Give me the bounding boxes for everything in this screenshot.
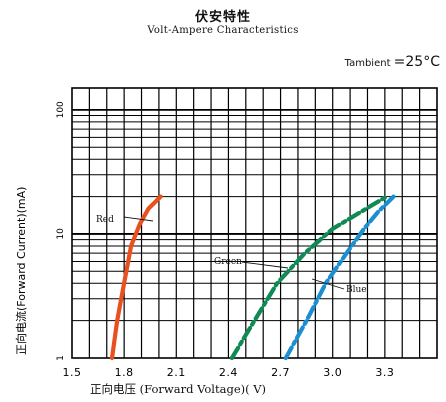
x-tick-label: 2.4 — [219, 366, 238, 379]
leader-green — [241, 261, 289, 269]
chart-annotations: Red Green Blue — [96, 215, 367, 295]
chart-curves — [109, 194, 396, 361]
ambient-temperature: Tambient =25°C — [345, 54, 440, 70]
chart-title: 伏安特性 — [194, 10, 251, 25]
x-tick-label: 1.8 — [115, 366, 134, 379]
x-axis-label-en: (Forward Voltage)( V) — [136, 382, 267, 396]
y-axis-label: 正向电流(Forward Current)(mA) — [14, 187, 28, 355]
x-tick-label: 3.0 — [323, 366, 342, 379]
y-tick-label: 100 — [56, 101, 66, 118]
curve-blue — [283, 194, 396, 361]
label-blue: Blue — [346, 285, 367, 295]
leader-red — [123, 216, 154, 222]
curve-green — [229, 194, 389, 361]
leader-blue — [311, 278, 345, 290]
x-axis-label-cn: 正向电压 — [90, 382, 136, 396]
chart-grid — [71, 87, 438, 359]
x-tick-label: 1.5 — [63, 366, 82, 379]
x-axis-label: 正向电压 (Forward Voltage)( V) — [90, 381, 266, 397]
curve-red — [109, 194, 163, 361]
ambient-value: =25°C — [393, 54, 440, 70]
x-tick-label: 2.7 — [271, 366, 290, 379]
plot-frame — [71, 87, 438, 359]
y-tick-label: 10 — [56, 228, 66, 240]
chart-subtitle: Volt-Ampere Characteristics — [147, 25, 299, 36]
y-tick-labels: 1 10 100 — [56, 101, 66, 361]
x-tick-labels: 1.5 1.8 2.1 2.4 2.7 3.0 3.3 — [63, 366, 394, 379]
x-tick-label: 3.3 — [375, 366, 394, 379]
ambient-label: Tambient — [344, 58, 391, 69]
label-green: Green — [214, 257, 242, 267]
y-tick-label: 1 — [56, 355, 66, 361]
x-tick-label: 2.1 — [167, 366, 186, 379]
label-red: Red — [96, 215, 114, 225]
